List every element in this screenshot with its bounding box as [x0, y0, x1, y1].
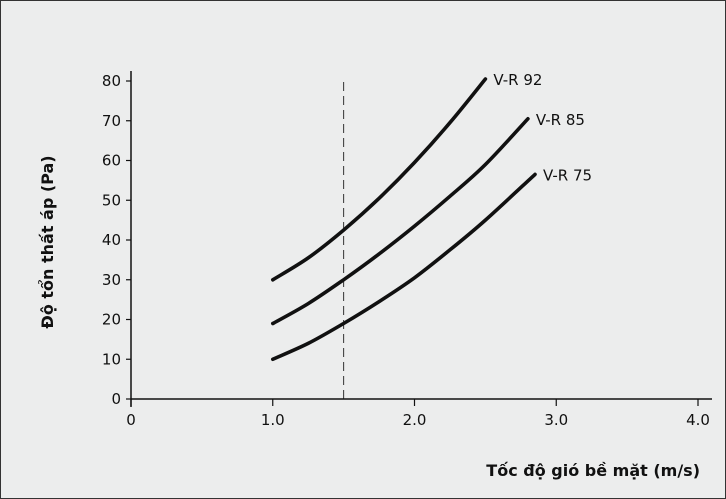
x-tick-label: 1.0 — [261, 411, 285, 429]
x-tick-label: 2.0 — [403, 411, 427, 429]
y-tick-label: 60 — [102, 152, 121, 170]
series-line-v-r-75 — [271, 172, 537, 362]
y-axis-title: Độ tổn thất áp (Pa) — [38, 155, 57, 328]
series-label-v-r-75: V-R 75 — [543, 166, 592, 184]
y-tick-label: 50 — [102, 191, 121, 209]
series-label-v-r-92: V-R 92 — [493, 71, 542, 89]
x-tick-label: 4.0 — [686, 411, 710, 429]
x-tick-label: 3.0 — [544, 411, 568, 429]
x-axis-title: Tốc độ gió bề mặt (m/s) — [486, 461, 700, 480]
y-tick-label: 10 — [102, 350, 121, 368]
y-tick-label: 40 — [102, 231, 121, 249]
y-tick-label: 20 — [102, 311, 121, 329]
y-tick-label: 70 — [102, 112, 121, 130]
series-line-v-r-92 — [271, 77, 488, 282]
y-tick-label: 30 — [102, 271, 121, 289]
series-line-v-r-85 — [271, 117, 530, 326]
y-tick-label: 0 — [111, 390, 121, 408]
x-tick-label: 0 — [126, 411, 136, 429]
y-tick-label: 80 — [102, 72, 121, 90]
series-label-v-r-85: V-R 85 — [536, 111, 585, 129]
